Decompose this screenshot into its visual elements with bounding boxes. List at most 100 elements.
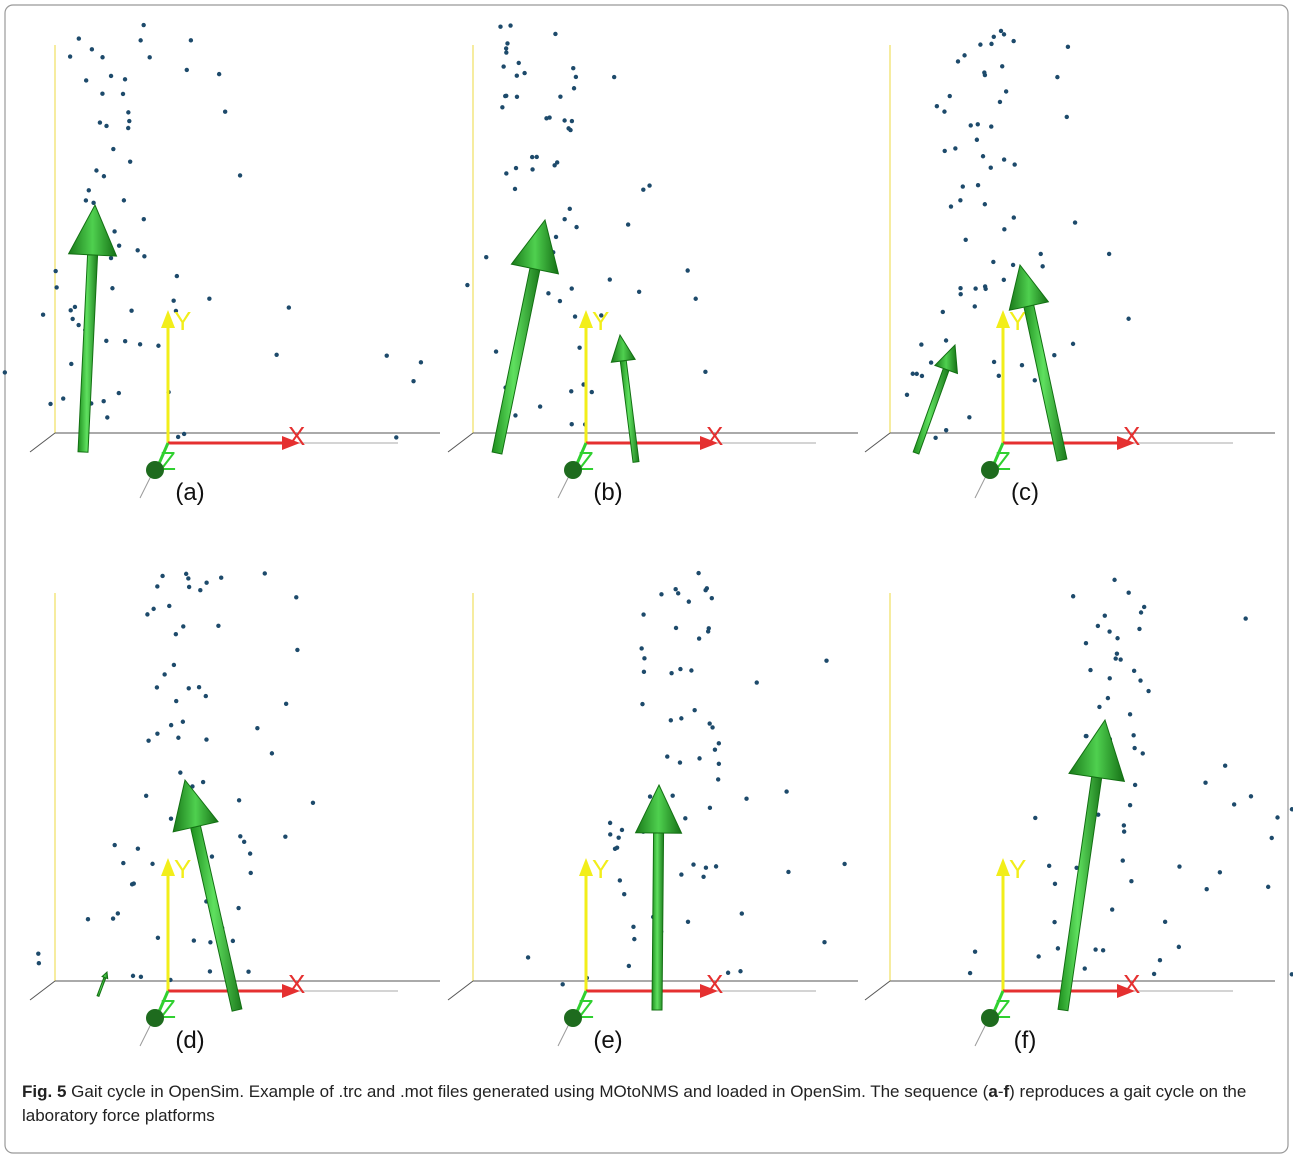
marker-dot (686, 920, 690, 924)
origin-ball (564, 1009, 582, 1027)
marker-dot (184, 572, 188, 576)
marker-dot (128, 159, 132, 163)
marker-dot (248, 851, 252, 855)
marker-dot (570, 286, 574, 290)
marker-dot (53, 269, 57, 273)
marker-dot (991, 260, 995, 264)
floor-line (448, 433, 473, 452)
force-head (1009, 265, 1048, 310)
marker-dot (554, 235, 558, 239)
panel-label: (a) (175, 479, 204, 506)
marker-dot (176, 736, 180, 740)
marker-dot (1126, 590, 1130, 594)
marker-dot (641, 188, 645, 192)
marker-dot (146, 738, 150, 742)
marker-dot (1047, 864, 1051, 868)
marker-dot (535, 155, 539, 159)
marker-dot (1203, 781, 1207, 785)
marker-dot (167, 604, 171, 608)
y-axis-label: Y (592, 306, 609, 336)
marker-dot (147, 55, 151, 59)
marker-dot (975, 138, 979, 142)
marker-dot (989, 166, 993, 170)
marker-dot (156, 936, 160, 940)
marker-dot (111, 147, 115, 151)
force-shaft (78, 255, 98, 453)
marker-dot (1097, 705, 1101, 709)
origin-ball (564, 461, 582, 479)
marker-dot (145, 612, 149, 616)
marker-dot (687, 599, 691, 603)
marker-dot (503, 94, 507, 98)
marker-dot (500, 105, 504, 109)
marker-dot (944, 428, 948, 432)
marker-dot (627, 964, 631, 968)
marker-dot (122, 198, 126, 202)
figure: YXZ(a)YXZ(b)YXZ(c)YXZ(d)YXZ(e)YXZ(f) (0, 0, 1293, 1163)
marker-dot (555, 160, 559, 164)
marker-dot (126, 110, 130, 114)
marker-dot (1012, 162, 1016, 166)
marker-dot (189, 38, 193, 42)
marker-dot (192, 938, 196, 942)
marker-dot (242, 840, 246, 844)
marker-dot (726, 971, 730, 975)
marker-dot (703, 588, 707, 592)
marker-dot (121, 92, 125, 96)
marker-dot (911, 372, 915, 376)
marker-dot (1096, 624, 1100, 628)
force-shaft (620, 360, 639, 462)
marker-dot (973, 304, 977, 308)
marker-dot (701, 875, 705, 879)
marker-dot (187, 686, 191, 690)
marker-dot (204, 737, 208, 741)
marker-dot (992, 35, 996, 39)
marker-dot (961, 184, 965, 188)
marker-dot (1073, 220, 1077, 224)
marker-dot (641, 612, 645, 616)
marker-dot (562, 118, 566, 122)
marker-dot (571, 66, 575, 70)
marker-dot (1071, 342, 1075, 346)
marker-dot (562, 217, 566, 221)
marker-dot (1036, 954, 1040, 958)
floor-line (30, 981, 55, 1000)
marker-dot (208, 940, 212, 944)
marker-dot (678, 760, 682, 764)
marker-dot (1066, 45, 1070, 49)
marker-dot (69, 308, 73, 312)
marker-dot (270, 751, 274, 755)
marker-dot (109, 74, 113, 78)
marker-dot (1112, 578, 1116, 582)
marker-dot (703, 370, 707, 374)
marker-dot (1106, 696, 1110, 700)
marker-dot (547, 115, 551, 119)
marker-dot (201, 780, 205, 784)
marker-dot (123, 77, 127, 81)
marker-dot (1056, 946, 1060, 950)
marker-dot (1131, 733, 1135, 737)
marker-dot (1158, 958, 1162, 962)
caption: Fig. 5 Gait cycle in OpenSim. Example of… (22, 1080, 1272, 1128)
marker-dot (186, 576, 190, 580)
marker-dot (1270, 836, 1274, 840)
marker-dot (590, 390, 594, 394)
marker-dot (962, 53, 966, 57)
marker-dot (998, 100, 1002, 104)
marker-dot (210, 854, 214, 858)
force-shaft (1058, 777, 1102, 1011)
marker-dot (174, 699, 178, 703)
force-shaft (652, 833, 664, 1010)
force-shaft (97, 977, 106, 996)
force-shaft (913, 368, 949, 454)
marker-dot (1033, 816, 1037, 820)
marker-dot (109, 256, 113, 260)
marker-dot (111, 916, 115, 920)
marker-dot (182, 432, 186, 436)
marker-dot (513, 187, 517, 191)
force-shaft (492, 268, 540, 454)
marker-dot (942, 109, 946, 113)
marker-dot (1107, 629, 1111, 633)
force-head (511, 220, 558, 274)
marker-dot (178, 770, 182, 774)
